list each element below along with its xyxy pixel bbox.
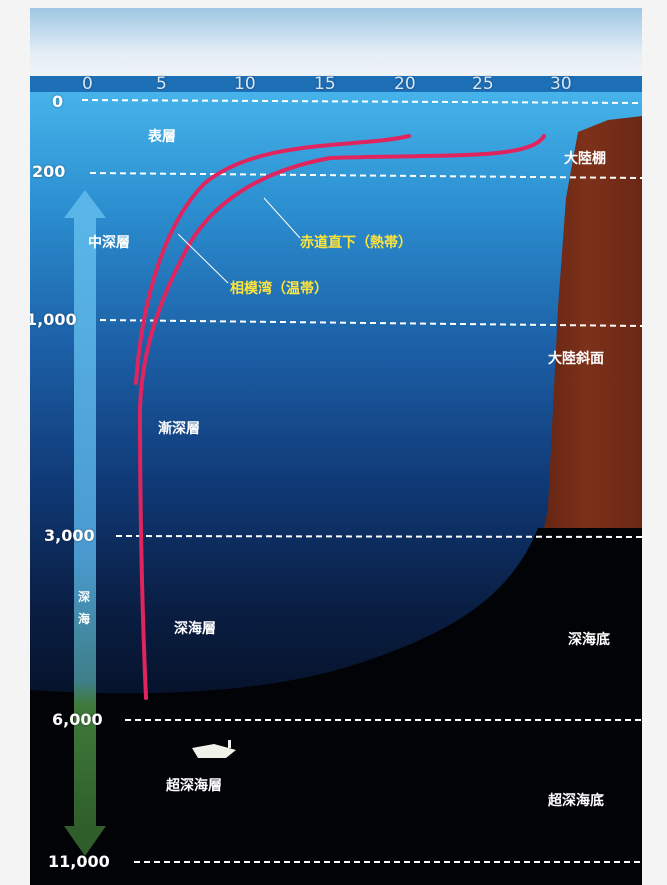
depth-label: 6,000 bbox=[52, 710, 103, 729]
sea-surface bbox=[30, 76, 642, 94]
depth-gridlines bbox=[81, 99, 642, 863]
arrow-text-char: 海 bbox=[78, 612, 91, 626]
depth-label: 3,000 bbox=[44, 526, 95, 545]
zone-surface-label: 表層 bbox=[148, 129, 176, 145]
hadal-floor-label: 超深海底 bbox=[548, 793, 604, 809]
depth-label: 1,000 bbox=[30, 310, 77, 329]
depth-label: 0 bbox=[52, 92, 64, 111]
temp-tick: 15 bbox=[314, 74, 336, 94]
depth-label: 200 bbox=[32, 162, 66, 181]
zone-hadal-label: 超深海層 bbox=[166, 778, 222, 794]
depth-arrow-shaft bbox=[74, 216, 96, 828]
depth-arrow bbox=[64, 190, 106, 856]
gridline-0 bbox=[81, 99, 642, 104]
sky bbox=[30, 8, 642, 83]
ocean-depth-diagram: 0 5 10 15 20 25 30 0 200 1,000 3,000 6,0… bbox=[30, 8, 642, 885]
temperate-leader-line bbox=[177, 233, 229, 284]
depth-arrow-head-down bbox=[64, 826, 106, 856]
temp-tick: 0 bbox=[82, 74, 93, 94]
abyssal-plain-label: 深海底 bbox=[568, 632, 610, 648]
temp-tick: 5 bbox=[156, 74, 167, 94]
arrow-text-char: 深 bbox=[78, 590, 91, 604]
zone-bathypelagic-label: 漸深層 bbox=[158, 421, 200, 437]
gridline-3000 bbox=[115, 535, 642, 538]
temperate-curve-label: 相模湾（温帯） bbox=[230, 281, 328, 297]
ocean-cross-section bbox=[30, 8, 642, 885]
gridline-1000 bbox=[99, 319, 642, 327]
zone-mesopelagic-label: 中深層 bbox=[88, 235, 130, 251]
slope-label: 大陸斜面 bbox=[548, 351, 604, 367]
gridline-200 bbox=[89, 172, 642, 179]
temp-tick: 25 bbox=[472, 74, 494, 94]
tropical-curve-label: 赤道直下（熱帯） bbox=[300, 235, 412, 251]
depth-label: 11,000 bbox=[48, 852, 110, 871]
tropical-leader-line bbox=[263, 197, 301, 239]
temperate-curve bbox=[134, 134, 411, 385]
shelf-label: 大陸棚 bbox=[564, 151, 606, 167]
zone-abyssopelagic-label: 深海層 bbox=[174, 621, 216, 637]
tropical-curve bbox=[137, 134, 546, 700]
temp-tick: 20 bbox=[394, 74, 416, 94]
depth-arrow-head-up bbox=[64, 190, 106, 218]
temp-tick: 10 bbox=[234, 74, 256, 94]
temp-tick: 30 bbox=[550, 74, 572, 94]
seabed bbox=[30, 528, 642, 885]
submersible-icon bbox=[192, 740, 236, 758]
